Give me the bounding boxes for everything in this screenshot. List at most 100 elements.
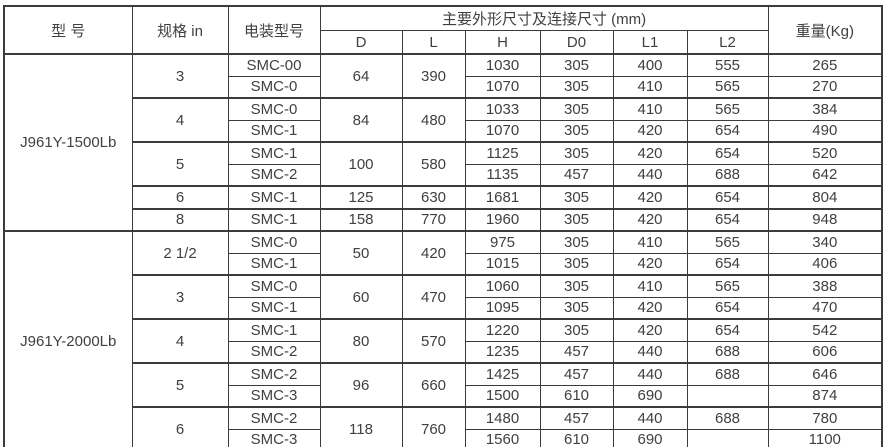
dim-l2-cell: 654 xyxy=(686,252,769,276)
dim-l1-cell: 420 xyxy=(612,318,688,342)
actuator-cell: SMC-1 xyxy=(227,119,321,143)
actuator-cell: SMC-0 xyxy=(227,75,321,99)
dim-l2-cell: 688 xyxy=(686,406,769,430)
header-dim-h: H xyxy=(464,30,541,55)
dim-h-cell: 1135 xyxy=(464,163,541,187)
dim-l2-cell xyxy=(686,384,769,408)
dim-l2-cell: 565 xyxy=(686,274,769,298)
header-spec: 规格 in xyxy=(131,5,229,55)
dim-h-cell: 1500 xyxy=(464,384,541,408)
actuator-cell: SMC-1 xyxy=(227,207,321,232)
weight-cell: 340 xyxy=(767,230,883,254)
dim-d0-cell: 305 xyxy=(539,141,614,165)
dim-h-cell: 1015 xyxy=(464,252,541,276)
table-row: SMC-3 1560 610 690 1100 xyxy=(4,428,883,447)
dim-h-cell: 1681 xyxy=(464,185,541,209)
dim-l2-cell: 565 xyxy=(686,230,769,254)
model-cell: J961Y-1500Lb xyxy=(3,53,133,232)
valve-spec-table: 型 号 规格 in 电装型号 主要外形尺寸及连接尺寸 (mm) 重量(Kg) D… xyxy=(3,5,884,447)
dim-d-cell: 96 xyxy=(319,362,403,408)
header-dim-l: L xyxy=(401,30,466,55)
spec-cell: 4 xyxy=(131,97,229,143)
dim-d-cell: 64 xyxy=(319,53,403,99)
table-row: 3 SMC-0 60 470 1060 305 410 565 388 xyxy=(4,274,883,320)
dim-d0-cell: 305 xyxy=(539,252,614,276)
dim-l-cell: 660 xyxy=(401,362,466,408)
dim-h-cell: 1480 xyxy=(464,406,541,430)
weight-cell: 874 xyxy=(767,384,883,408)
dim-l2-cell: 654 xyxy=(686,318,769,342)
table-row: J961Y-1500Lb 3 SMC-00 64 390 1030 305 400 555 265 xyxy=(3,53,883,232)
table-row: 4 SMC-0 84 480 1033 305 410 565 384 xyxy=(4,97,883,143)
dim-l-cell: 390 xyxy=(401,53,466,99)
dim-d-cell: 100 xyxy=(319,141,403,187)
spec-cell: 3 xyxy=(131,274,229,320)
dim-d0-cell: 305 xyxy=(539,53,614,77)
table-row: 5 SMC-2 96 660 1425 457 440 688 646 xyxy=(4,362,883,408)
table-row: 8 SMC-1 158 770 1960 305 420 654 948 xyxy=(4,207,883,232)
actuator-cell: SMC-0 xyxy=(227,97,321,121)
weight-cell: 265 xyxy=(767,53,883,77)
dim-l2-cell: 565 xyxy=(686,97,769,121)
dim-d-cell: 50 xyxy=(319,230,403,276)
dim-l2-cell: 654 xyxy=(686,141,769,165)
weight-cell: 470 xyxy=(767,296,883,320)
dim-d0-cell: 305 xyxy=(539,296,614,320)
dim-h-cell: 1220 xyxy=(464,318,541,342)
dim-h-cell: 1125 xyxy=(464,141,541,165)
dim-h-cell: 1030 xyxy=(464,53,541,77)
table-row: 6 SMC-2 118 760 1480 457 440 688 780 xyxy=(4,406,883,447)
dim-l2-cell: 654 xyxy=(686,119,769,143)
header-model: 型 号 xyxy=(3,5,133,55)
dim-d0-cell: 457 xyxy=(539,163,614,187)
weight-cell: 804 xyxy=(767,185,883,209)
dim-h-cell: 1070 xyxy=(464,75,541,99)
dim-l1-cell: 410 xyxy=(612,75,688,99)
actuator-cell: SMC-2 xyxy=(227,362,321,386)
dim-d0-cell: 305 xyxy=(539,207,614,232)
dim-h-cell: 1095 xyxy=(464,296,541,320)
weight-cell: 384 xyxy=(767,97,883,121)
dim-d0-cell: 305 xyxy=(539,230,614,254)
dim-l1-cell: 440 xyxy=(612,340,688,364)
dim-l2-cell xyxy=(686,428,769,447)
actuator-cell: SMC-0 xyxy=(227,274,321,298)
spec-cell: 6 xyxy=(131,185,229,209)
actuator-cell: SMC-1 xyxy=(227,318,321,342)
table-row: SMC-0 1070 305 410 565 270 xyxy=(4,75,883,99)
dim-l-cell: 760 xyxy=(401,406,466,447)
dim-l-cell: 570 xyxy=(401,318,466,364)
weight-cell: 642 xyxy=(767,163,883,187)
weight-cell: 520 xyxy=(767,141,883,165)
dim-l1-cell: 410 xyxy=(612,230,688,254)
dim-d-cell: 158 xyxy=(319,207,403,232)
dim-h-cell: 1235 xyxy=(464,340,541,364)
weight-cell: 646 xyxy=(767,362,883,386)
dim-l1-cell: 690 xyxy=(612,384,688,408)
dim-l1-cell: 420 xyxy=(612,296,688,320)
table-row: SMC-1 1015 305 420 654 406 xyxy=(4,252,883,276)
dim-h-cell: 1560 xyxy=(464,428,541,447)
dim-l2-cell: 565 xyxy=(686,75,769,99)
weight-cell: 490 xyxy=(767,119,883,143)
header-dimensions-group: 主要外形尺寸及连接尺寸 (mm) xyxy=(319,5,769,31)
actuator-cell: SMC-2 xyxy=(227,340,321,364)
header-dim-l2: L2 xyxy=(686,30,769,55)
dim-h-cell: 1070 xyxy=(464,119,541,143)
dim-l-cell: 480 xyxy=(401,97,466,143)
weight-cell: 388 xyxy=(767,274,883,298)
actuator-cell: SMC-00 xyxy=(227,53,321,77)
table-row: SMC-2 1135 457 440 688 642 xyxy=(4,163,883,187)
dim-l1-cell: 440 xyxy=(612,362,688,386)
dim-d0-cell: 457 xyxy=(539,406,614,430)
header-dim-d: D xyxy=(319,30,403,55)
spec-cell: 5 xyxy=(131,362,229,408)
dim-d0-cell: 305 xyxy=(539,119,614,143)
dim-l1-cell: 420 xyxy=(612,119,688,143)
actuator-cell: SMC-1 xyxy=(227,141,321,165)
weight-cell: 606 xyxy=(767,340,883,364)
dim-l1-cell: 420 xyxy=(612,141,688,165)
dim-d0-cell: 457 xyxy=(539,340,614,364)
spec-cell: 3 xyxy=(131,53,229,99)
